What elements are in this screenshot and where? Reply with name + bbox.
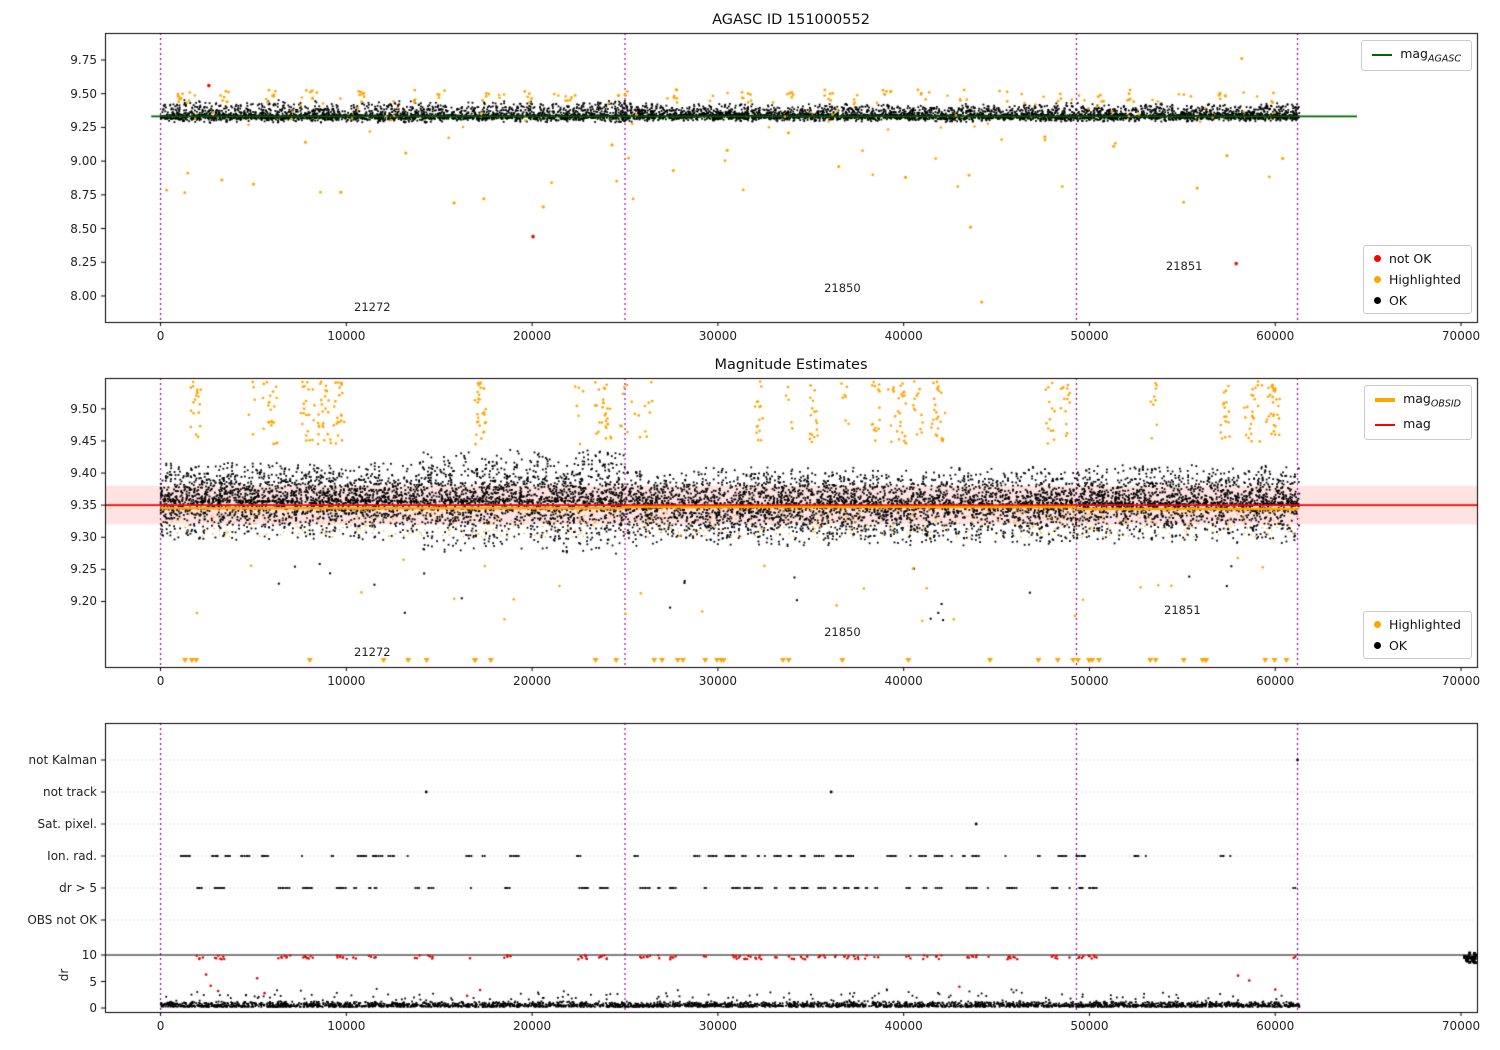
y-tick-label: 9.30	[70, 530, 97, 544]
mag-agasc-line-swatch	[1372, 54, 1392, 56]
legend-item-ok-2: OK	[1374, 638, 1461, 653]
y-tick-label: 8.75	[70, 188, 97, 202]
dr-tick-label: 5	[89, 975, 97, 989]
x-tick-label: 30000	[699, 674, 737, 688]
x-tick-label: 10000	[327, 674, 365, 688]
category-label: Ion. rad.	[47, 849, 97, 863]
y-tick-label: 9.35	[70, 498, 97, 512]
legend-label-mag-obsid: magOBSID	[1403, 391, 1461, 410]
legend-label-not-ok: not OK	[1389, 251, 1431, 266]
not-ok-dot-swatch	[1374, 255, 1381, 262]
y-tick-label: 9.50	[70, 87, 97, 101]
x-tick-label: 70000	[1442, 674, 1480, 688]
y-tick-label: 9.20	[70, 594, 97, 608]
category-label: dr > 5	[59, 881, 97, 895]
legend-label-highlighted-2: Highlighted	[1389, 617, 1461, 632]
ok-dot-swatch	[1374, 297, 1381, 304]
obsid-annotation: 21851	[1166, 259, 1203, 273]
category-label: not track	[43, 785, 97, 799]
legend-item-highlighted: Highlighted	[1374, 272, 1461, 287]
highlighted-dot-swatch-2	[1374, 621, 1381, 628]
x-tick-label: 0	[157, 1019, 165, 1033]
y-tick-label: 8.00	[70, 289, 97, 303]
obsid-annotation: 21850	[824, 281, 861, 295]
ok-dot-swatch-2	[1374, 642, 1381, 649]
x-tick-label: 40000	[885, 329, 923, 343]
chart-canvas	[0, 0, 1500, 1050]
x-tick-label: 60000	[1256, 1019, 1294, 1033]
legend-item-mag-obsid: magOBSID	[1375, 391, 1461, 410]
obsid-annotation: 21850	[824, 625, 861, 639]
dr-axis-label: dr	[57, 969, 71, 982]
x-tick-label: 40000	[885, 1019, 923, 1033]
obsid-annotation: 21851	[1164, 603, 1201, 617]
legend-item-mag-agasc: magAGASC	[1372, 46, 1461, 65]
y-tick-label: 9.50	[70, 402, 97, 416]
mag-obsid-line-swatch	[1375, 398, 1395, 402]
legend-item-highlighted-2: Highlighted	[1374, 617, 1461, 632]
dr-tick-label: 0	[89, 1001, 97, 1015]
plot1-title: AGASC ID 151000552	[105, 12, 1477, 28]
x-tick-label: 40000	[885, 674, 923, 688]
dr-tick-label: 10	[82, 948, 97, 962]
figure: 0100002000030000400005000060000700000100…	[0, 0, 1500, 1050]
legend-item-ok: OK	[1374, 293, 1461, 308]
x-tick-label: 50000	[1070, 329, 1108, 343]
y-tick-label: 9.25	[70, 120, 97, 134]
legend-item-not-ok: not OK	[1374, 251, 1461, 266]
legend-plot1-points: not OK Highlighted OK	[1363, 245, 1472, 314]
legend-label-highlighted: Highlighted	[1389, 272, 1461, 287]
category-label: OBS not OK	[27, 913, 97, 927]
x-tick-label: 70000	[1442, 1019, 1480, 1033]
legend-mag-agasc: magAGASC	[1361, 40, 1472, 71]
x-tick-label: 60000	[1256, 329, 1294, 343]
legend-label-mag: mag	[1403, 416, 1431, 435]
y-tick-label: 9.75	[70, 53, 97, 67]
legend-plot2-points: Highlighted OK	[1363, 611, 1472, 659]
category-label: Sat. pixel.	[37, 817, 97, 831]
x-tick-label: 60000	[1256, 674, 1294, 688]
x-tick-label: 20000	[513, 1019, 551, 1033]
plot2-title: Magnitude Estimates	[105, 357, 1477, 373]
y-tick-label: 9.45	[70, 434, 97, 448]
x-tick-label: 20000	[513, 329, 551, 343]
x-tick-label: 0	[157, 674, 165, 688]
y-tick-label: 8.50	[70, 222, 97, 236]
mag-line-swatch	[1375, 424, 1395, 426]
x-tick-label: 50000	[1070, 1019, 1108, 1033]
y-tick-label: 9.00	[70, 154, 97, 168]
highlighted-dot-swatch	[1374, 276, 1381, 283]
x-tick-label: 50000	[1070, 674, 1108, 688]
x-tick-label: 30000	[699, 1019, 737, 1033]
x-tick-label: 10000	[327, 329, 365, 343]
x-tick-label: 70000	[1442, 329, 1480, 343]
x-tick-label: 0	[157, 329, 165, 343]
y-tick-label: 8.25	[70, 255, 97, 269]
obsid-annotation: 21272	[354, 645, 391, 659]
obsid-annotation: 21272	[354, 300, 391, 314]
legend-mag-lines: magOBSID mag	[1364, 385, 1472, 440]
y-tick-label: 9.25	[70, 562, 97, 576]
x-tick-label: 10000	[327, 1019, 365, 1033]
x-tick-label: 30000	[699, 329, 737, 343]
legend-item-mag: mag	[1375, 416, 1461, 435]
legend-label-mag-agasc: magAGASC	[1400, 46, 1461, 65]
category-label: not Kalman	[29, 753, 97, 767]
legend-label-ok: OK	[1389, 293, 1407, 308]
x-tick-label: 20000	[513, 674, 551, 688]
y-tick-label: 9.40	[70, 466, 97, 480]
legend-label-ok-2: OK	[1389, 638, 1407, 653]
